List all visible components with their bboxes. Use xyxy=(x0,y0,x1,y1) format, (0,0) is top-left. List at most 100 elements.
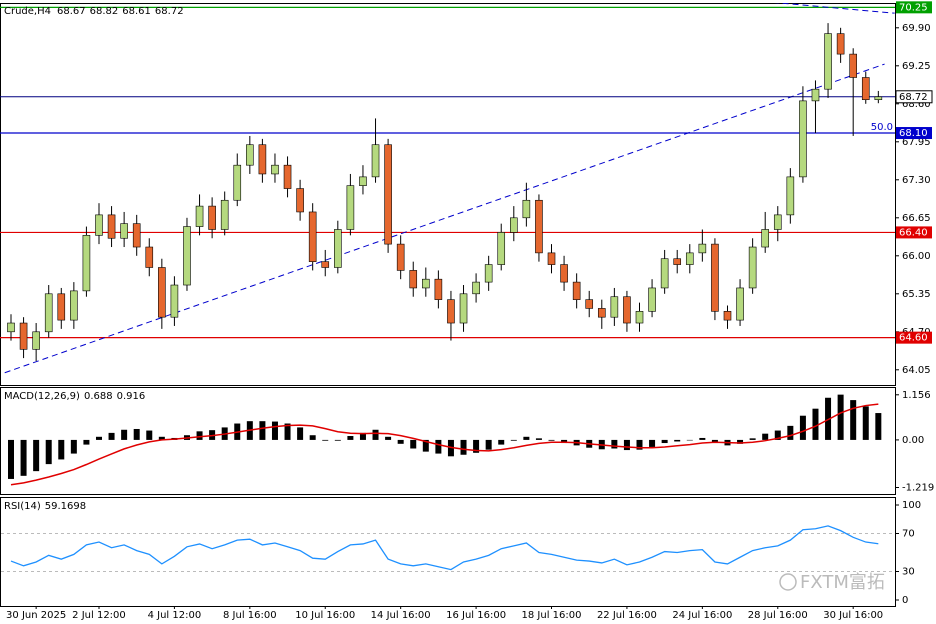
candle-body xyxy=(535,199,543,254)
macd-bar xyxy=(8,439,14,479)
candle-body xyxy=(308,211,317,262)
macd-bar xyxy=(737,439,744,444)
close-value: 68.72 xyxy=(155,6,184,17)
macd-bar xyxy=(422,439,429,452)
last-price-tag xyxy=(895,90,933,104)
price-plot xyxy=(0,3,895,374)
macd-bar xyxy=(334,439,341,441)
x-tick-label: 8 Jul 16:00 xyxy=(223,610,277,621)
y-tick-label: 69.90 xyxy=(902,23,931,34)
macd-bar xyxy=(297,427,304,440)
candle-body xyxy=(95,214,103,236)
macd-bar xyxy=(284,423,291,440)
y-tick-label: 100 xyxy=(902,500,921,511)
candle-body xyxy=(321,261,330,268)
candle-body xyxy=(472,281,480,295)
macd-bar xyxy=(661,439,668,444)
macd-title: MACD(12,26,9) xyxy=(4,391,80,402)
y-tick-label: 69.25 xyxy=(902,61,931,72)
macd-bar xyxy=(510,439,517,441)
candle-body xyxy=(19,322,28,350)
candle-body xyxy=(145,246,154,268)
candle-body xyxy=(7,322,15,333)
macd-bar xyxy=(812,408,819,440)
y-tick-label: 1.156 xyxy=(902,390,931,401)
y-tick-label: 0 xyxy=(902,595,908,606)
macd-bar xyxy=(485,439,492,450)
candle-body xyxy=(711,243,719,312)
macd-panel-frame xyxy=(0,387,896,495)
macd-bar xyxy=(359,432,366,440)
macd-bar xyxy=(372,429,379,440)
x-tick-label: 14 Jul 16:00 xyxy=(371,610,431,621)
candle-body xyxy=(799,100,807,178)
signal-line xyxy=(10,403,879,486)
macd-bar xyxy=(749,438,756,440)
x-tick-label: 22 Jul 16:00 xyxy=(597,610,657,621)
open-value: 68.67 xyxy=(57,6,86,17)
candle-body xyxy=(70,290,78,321)
trendline xyxy=(774,3,895,14)
rsi-panel-frame xyxy=(0,497,896,607)
candle-body xyxy=(409,270,418,289)
x-tick-label: 28 Jul 16:00 xyxy=(748,610,808,621)
candle-body xyxy=(434,278,443,300)
candle-body xyxy=(560,264,568,283)
macd-value: 0.688 xyxy=(84,391,113,402)
macd-bar xyxy=(649,439,656,447)
macd-bar xyxy=(862,406,869,440)
candle-body xyxy=(283,164,292,189)
candle-body xyxy=(107,214,116,239)
macd-bar xyxy=(95,436,102,440)
candle-body xyxy=(648,287,656,312)
candle-body xyxy=(572,281,581,300)
candle-body xyxy=(158,267,166,318)
level-tag xyxy=(896,1,932,14)
candle-body xyxy=(723,311,732,321)
candle-body xyxy=(384,144,392,245)
macd-bar xyxy=(121,429,128,440)
macd-bar xyxy=(498,439,505,445)
macd-bar xyxy=(787,425,794,440)
candle-body xyxy=(132,223,141,248)
candle-body xyxy=(44,293,53,333)
candle-body xyxy=(459,293,468,324)
y-tick-label: 70 xyxy=(902,529,915,540)
candle-body xyxy=(660,258,669,289)
candle-body xyxy=(296,188,304,213)
candle-body xyxy=(849,53,857,78)
macd-bar xyxy=(397,439,404,444)
rsi-line xyxy=(10,525,879,571)
candle-body xyxy=(547,252,556,265)
rsi-value: 59.1698 xyxy=(45,501,86,512)
macd-bar xyxy=(611,439,618,449)
last-price-label: 68.72 xyxy=(899,92,928,103)
y-tick-label: 66.65 xyxy=(902,213,931,224)
candle-body xyxy=(359,176,367,186)
macd-bar xyxy=(762,433,769,440)
candle-body xyxy=(610,296,619,318)
candle-body xyxy=(396,243,405,271)
x-tick-label: 24 Jul 16:00 xyxy=(672,610,732,621)
macd-bar xyxy=(58,439,65,460)
macd-bar xyxy=(70,439,77,454)
macd-bar xyxy=(799,415,806,440)
candle-body xyxy=(195,205,204,227)
macd-bar xyxy=(523,436,530,440)
macd-bar xyxy=(83,439,90,445)
x-tick-label: 2 Jul 12:00 xyxy=(72,610,126,621)
macd-bar xyxy=(535,438,542,440)
macd-bar xyxy=(45,439,52,465)
y-tick-label: 67.95 xyxy=(902,137,931,148)
x-tick-label: 4 Jul 12:00 xyxy=(148,610,202,621)
macd-bar xyxy=(435,439,442,454)
level-tag xyxy=(896,331,932,344)
y-tick-label: -1.219 xyxy=(902,482,934,493)
macd-bar xyxy=(271,421,278,440)
macd-bar xyxy=(385,436,392,440)
level-note: 50.0 xyxy=(871,122,893,133)
candle-body xyxy=(748,246,757,289)
macd-bar xyxy=(460,439,467,455)
macd-bar xyxy=(699,437,706,440)
